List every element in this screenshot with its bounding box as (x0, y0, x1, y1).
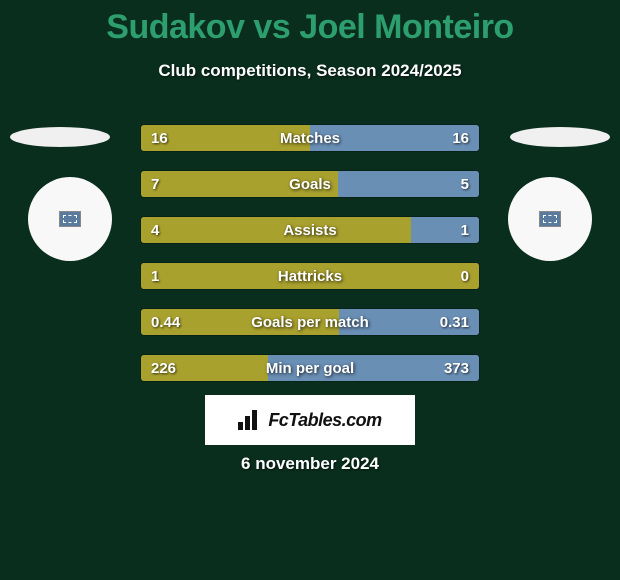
stat-label: Min per goal (141, 355, 479, 382)
player1-avatar (28, 177, 112, 261)
brand-text: FcTables.com (268, 410, 381, 431)
stat-label: Assists (141, 217, 479, 244)
stat-label: Hattricks (141, 263, 479, 290)
page-title: Sudakov vs Joel Monteiro (0, 0, 620, 47)
player2-flag-icon (539, 211, 561, 227)
player2-avatar (508, 177, 592, 261)
stat-row: 0.440.31Goals per match (140, 308, 480, 336)
stat-row: 226373Min per goal (140, 354, 480, 382)
stat-row: 10Hattricks (140, 262, 480, 290)
stat-label: Goals (141, 171, 479, 198)
stat-label: Goals per match (141, 309, 479, 336)
page-subtitle: Club competitions, Season 2024/2025 (0, 61, 620, 81)
player1-flag-icon (59, 211, 81, 227)
brand-badge: FcTables.com (205, 395, 415, 445)
stat-row: 75Goals (140, 170, 480, 198)
stat-row: 1616Matches (140, 124, 480, 152)
stats-bars: 1616Matches 75Goals 41Assists 10Hattricks 0.… (140, 124, 480, 400)
player2-oval (510, 127, 610, 147)
brand-logo-icon (238, 410, 264, 430)
date-label: 6 november 2024 (0, 454, 620, 474)
stat-row: 41Assists (140, 216, 480, 244)
stat-label: Matches (141, 125, 479, 152)
player1-oval (10, 127, 110, 147)
